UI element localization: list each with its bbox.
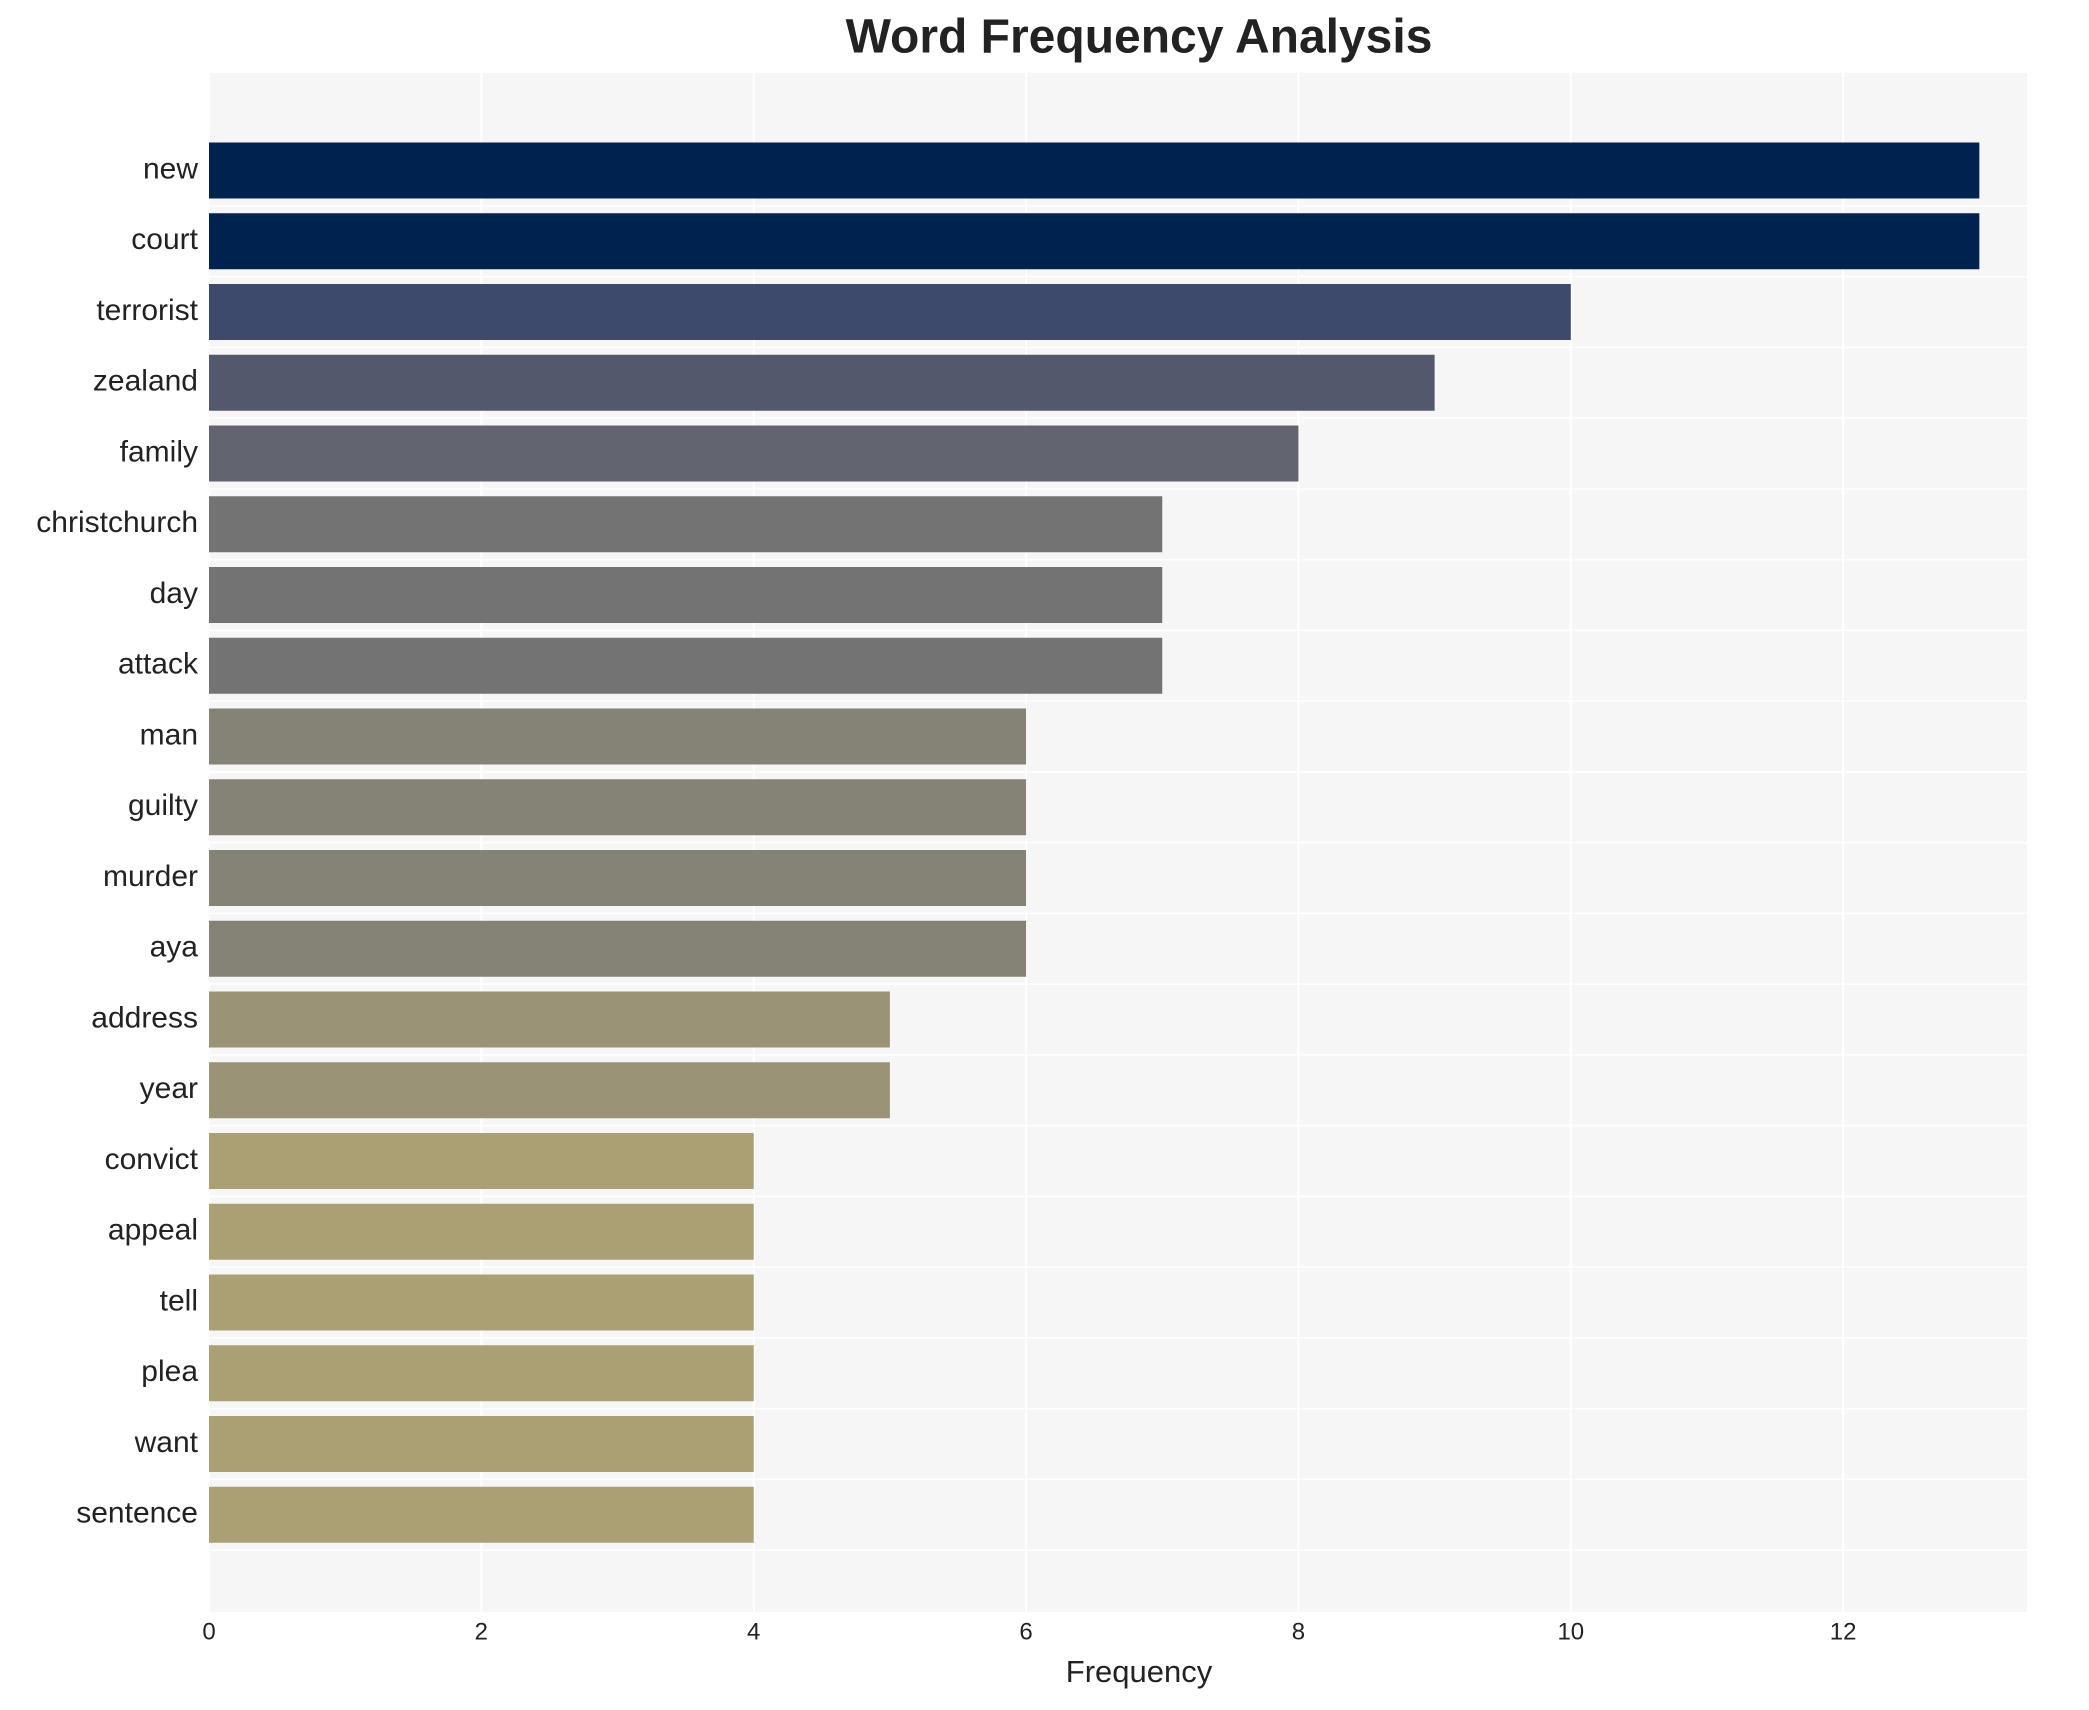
y-tick-label: year: [140, 1072, 198, 1105]
bar: [209, 991, 890, 1048]
y-tick-label: day: [150, 577, 198, 610]
bar: [209, 142, 1980, 199]
bar: [209, 1274, 754, 1331]
y-tick-label: new: [143, 152, 198, 185]
bar: [209, 1345, 754, 1402]
y-tick-label: convict: [105, 1143, 199, 1176]
x-axis-label: Frequency: [1066, 1654, 1213, 1689]
bar: [209, 567, 1163, 623]
y-tick-label: aya: [150, 931, 199, 964]
x-tick-label: 4: [747, 1618, 760, 1645]
bar: [209, 496, 1163, 553]
y-tick-label: christchurch: [36, 506, 198, 539]
y-tick-label: tell: [160, 1284, 198, 1317]
bar: [209, 354, 1435, 411]
bar: [209, 1133, 754, 1189]
y-tick-label: murder: [103, 860, 198, 893]
x-tick-label: 6: [1019, 1618, 1032, 1645]
y-tick-label: plea: [141, 1355, 198, 1388]
y-tick-label: appeal: [108, 1214, 198, 1247]
y-tick-label: attack: [118, 648, 199, 681]
bar: [209, 213, 1980, 270]
x-tick-label: 2: [475, 1618, 488, 1645]
y-tick-label: zealand: [93, 365, 198, 398]
bar: [209, 284, 1571, 340]
bar: [209, 1486, 754, 1543]
x-tick-label: 10: [1557, 1618, 1584, 1645]
y-tick-label: family: [120, 435, 198, 468]
y-tick-label: terrorist: [96, 294, 198, 327]
y-tick-label: want: [134, 1426, 199, 1459]
y-tick-label: court: [131, 223, 198, 256]
bar: [209, 708, 1027, 765]
x-tick-label: 0: [202, 1618, 215, 1645]
bar: [209, 850, 1027, 906]
y-tick-label: address: [91, 1001, 198, 1034]
y-tick-label: man: [140, 718, 198, 751]
bar: [209, 779, 1027, 836]
bar: [209, 1062, 890, 1119]
x-tick-label: 12: [1830, 1618, 1857, 1645]
x-tick-label: 8: [1292, 1618, 1305, 1645]
bar: [209, 920, 1027, 977]
bar: [209, 1416, 754, 1472]
bar: [209, 1203, 754, 1260]
chart-title: Word Frequency Analysis: [846, 11, 1433, 64]
y-tick-label: guilty: [128, 789, 198, 822]
y-tick-label: sentence: [76, 1497, 198, 1530]
bar: [209, 637, 1163, 694]
bar: [209, 425, 1299, 482]
